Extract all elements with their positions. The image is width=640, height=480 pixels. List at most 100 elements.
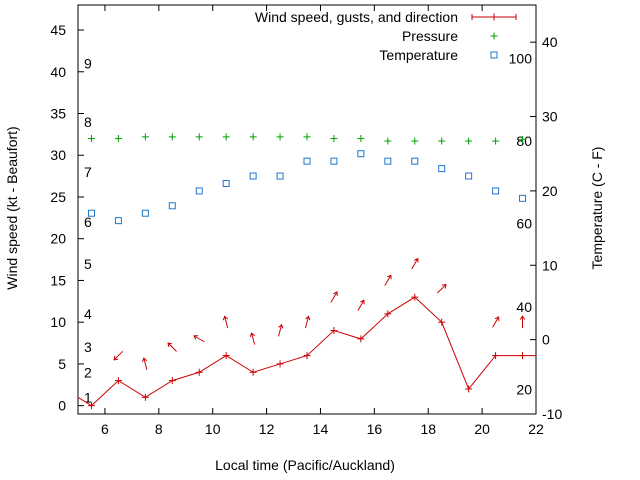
wind-point	[249, 368, 257, 376]
temperature-point	[276, 172, 284, 180]
temperature-point	[222, 179, 230, 187]
gust-arrow	[278, 323, 284, 337]
beaufort-label: 6	[84, 214, 92, 230]
wind-point	[492, 352, 500, 360]
beaufort-label: 2	[84, 364, 92, 380]
wind-point	[276, 360, 284, 368]
pressure-point	[114, 135, 122, 143]
wind-point	[195, 368, 203, 376]
pressure-point	[519, 135, 527, 143]
y-tick-label: 45	[50, 22, 66, 38]
gust-arrow-head	[360, 299, 365, 305]
gust-arrow	[411, 257, 419, 270]
temperature-point	[114, 217, 122, 225]
pressure-point	[168, 133, 176, 141]
legend-pressure-marker	[490, 32, 498, 40]
gust-arrow-shaft	[143, 357, 148, 370]
x-tick-label: 6	[101, 421, 109, 437]
legend-wind-marker	[490, 13, 498, 21]
gust-arrow-head	[494, 316, 500, 322]
wind-point	[438, 318, 446, 326]
x-tick-label: 8	[155, 421, 163, 437]
y2-tick-label: -10	[542, 406, 562, 422]
temperature-point	[438, 165, 446, 173]
pressure-point	[249, 133, 257, 141]
pressure-point	[222, 133, 230, 141]
wind-point	[330, 327, 338, 335]
temperature-point	[195, 187, 203, 195]
beaufort-label: 3	[84, 339, 92, 355]
gust-arrow	[193, 335, 205, 343]
gust-arrow	[357, 299, 365, 311]
gust-arrow-shaft	[411, 258, 419, 270]
gust-arrow	[142, 357, 148, 370]
wind-point	[384, 310, 392, 318]
gust-arrow	[437, 283, 447, 294]
beaufort-label: 7	[84, 164, 92, 180]
gust-arrow	[492, 316, 500, 328]
gust-arrow-head	[441, 283, 447, 289]
wind-point	[168, 377, 176, 385]
pressure-point	[357, 135, 365, 143]
y-tick-label: 30	[50, 147, 66, 163]
temperature-point	[141, 209, 149, 217]
chart-marks	[77, 133, 536, 410]
beaufort-label: 8	[84, 114, 92, 130]
gust-arrow-shaft	[224, 316, 229, 329]
y-tick-label: 40	[50, 64, 66, 80]
gust-arrow-head	[519, 315, 526, 320]
beaufort-label: 5	[84, 256, 92, 272]
temperature-point	[357, 150, 365, 158]
legend-temperature-marker	[490, 51, 498, 59]
pressure-point	[87, 135, 95, 143]
pressure-point	[411, 137, 419, 145]
gust-arrow-head	[413, 257, 419, 263]
gust-arrow-head	[387, 274, 392, 280]
temperature-point	[330, 157, 338, 165]
wind-point	[141, 393, 149, 401]
gust-arrow-head	[249, 332, 255, 338]
pressure-point	[438, 137, 446, 145]
x-tick-label: 12	[259, 421, 275, 437]
x-tick-label: 16	[367, 421, 383, 437]
wind-point	[222, 352, 230, 360]
y-tick-label: 20	[50, 231, 66, 247]
chart-axes: 6 8 10 12 14 16 18 20 22051015202530354045-10010…	[50, 4, 562, 437]
temperature-point	[168, 202, 176, 210]
gust-arrow-shaft	[167, 342, 177, 352]
y2-tick-label: 10	[542, 257, 558, 273]
fahrenheit-label: 20	[516, 381, 532, 397]
wind-point	[411, 293, 419, 301]
y-tick-label: 0	[58, 398, 66, 414]
pressure-point	[384, 137, 392, 145]
gust-arrow-head	[333, 291, 338, 296]
gust-arrow-shaft	[384, 275, 392, 286]
gust-arrow-head	[193, 335, 199, 340]
gust-arrow	[330, 291, 338, 303]
pressure-point	[276, 133, 284, 141]
gust-arrow-head	[278, 323, 284, 329]
pressure-point	[465, 137, 473, 145]
gust-arrow-shaft	[330, 291, 338, 303]
wind-point	[519, 352, 527, 360]
x-tick-label: 20	[474, 421, 490, 437]
gust-arrow-head	[305, 315, 311, 321]
x-tick-label: 14	[313, 421, 329, 437]
gust-arrow-shaft	[492, 316, 500, 328]
y-tick-label: 35	[50, 106, 66, 122]
fahrenheit-label: 80	[516, 133, 532, 149]
pressure-point	[141, 133, 149, 141]
wind-point	[357, 335, 365, 343]
y-tick-label: 15	[50, 272, 66, 288]
x-tick-label: 22	[528, 421, 544, 437]
gust-arrow-head	[113, 355, 119, 361]
gust-arrow	[113, 350, 124, 361]
legend-label-wind: Wind speed, gusts, and direction	[255, 9, 458, 25]
legend-sample-wind	[471, 13, 517, 21]
x-axis-label: Local time (Pacific/Auckland)	[215, 457, 395, 473]
y-tick-label: 25	[50, 189, 66, 205]
pressure-point	[330, 135, 338, 143]
temperature-point	[87, 209, 95, 217]
beaufort-label: 4	[84, 306, 92, 322]
